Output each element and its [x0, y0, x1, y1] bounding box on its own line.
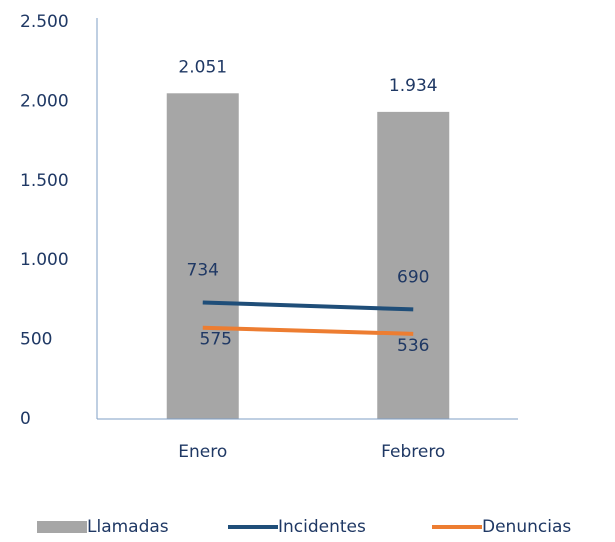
- line: [202, 325, 414, 336]
- legend-label: Incidentes: [278, 517, 366, 537]
- y-tick-label: 1.000: [20, 250, 69, 270]
- data-label: 690: [397, 267, 429, 287]
- legend-swatch: [37, 521, 87, 533]
- y-tick-label: 2.500: [20, 12, 69, 32]
- bar: [377, 111, 450, 419]
- line: [202, 300, 414, 312]
- data-label: 575: [200, 330, 232, 350]
- x-tick-label: Enero: [178, 442, 227, 462]
- y-tick-label: 500: [20, 330, 52, 350]
- y-tick-label: 2.000: [20, 91, 69, 111]
- legend-label: Llamadas: [87, 517, 169, 537]
- data-label: 536: [397, 336, 429, 356]
- data-label: 2.051: [178, 57, 227, 77]
- y-tick-label: 1.500: [20, 171, 69, 191]
- bar: [166, 93, 239, 419]
- legend-label: Denuncias: [482, 517, 571, 537]
- y-tick-label: 0: [20, 409, 31, 429]
- data-label: 1.934: [389, 76, 438, 96]
- x-tick-label: Febrero: [381, 442, 445, 462]
- data-label: 734: [187, 260, 219, 280]
